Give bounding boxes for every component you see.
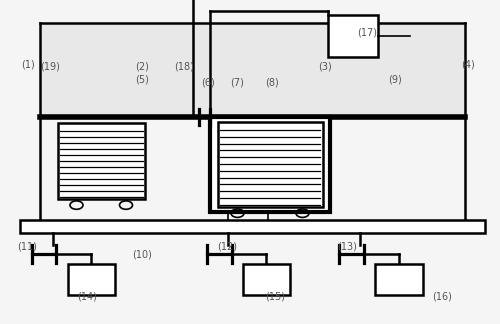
Text: (9): (9) bbox=[388, 75, 402, 84]
Text: (15): (15) bbox=[265, 292, 285, 301]
Text: (17): (17) bbox=[358, 28, 378, 37]
Text: (10): (10) bbox=[132, 249, 152, 259]
Text: (7): (7) bbox=[230, 78, 244, 87]
FancyBboxPatch shape bbox=[210, 117, 330, 212]
Text: (2): (2) bbox=[136, 62, 149, 71]
FancyBboxPatch shape bbox=[218, 122, 322, 207]
FancyBboxPatch shape bbox=[40, 23, 465, 117]
FancyBboxPatch shape bbox=[58, 123, 145, 199]
Text: (16): (16) bbox=[432, 292, 452, 301]
FancyBboxPatch shape bbox=[20, 220, 485, 233]
Text: (14): (14) bbox=[78, 292, 98, 301]
Text: (8): (8) bbox=[266, 78, 280, 87]
FancyBboxPatch shape bbox=[68, 264, 115, 295]
FancyBboxPatch shape bbox=[242, 264, 290, 295]
Text: (18): (18) bbox=[174, 62, 194, 71]
FancyBboxPatch shape bbox=[328, 15, 378, 57]
FancyBboxPatch shape bbox=[375, 264, 422, 295]
Text: (13): (13) bbox=[338, 241, 357, 251]
Text: (3): (3) bbox=[318, 62, 332, 71]
Text: (12): (12) bbox=[218, 241, 238, 251]
Text: (5): (5) bbox=[136, 75, 149, 84]
Text: (11): (11) bbox=[18, 241, 38, 251]
Text: (19): (19) bbox=[40, 62, 60, 71]
Text: (4): (4) bbox=[460, 60, 474, 70]
Text: (6): (6) bbox=[200, 78, 214, 87]
Text: (1): (1) bbox=[20, 60, 34, 70]
